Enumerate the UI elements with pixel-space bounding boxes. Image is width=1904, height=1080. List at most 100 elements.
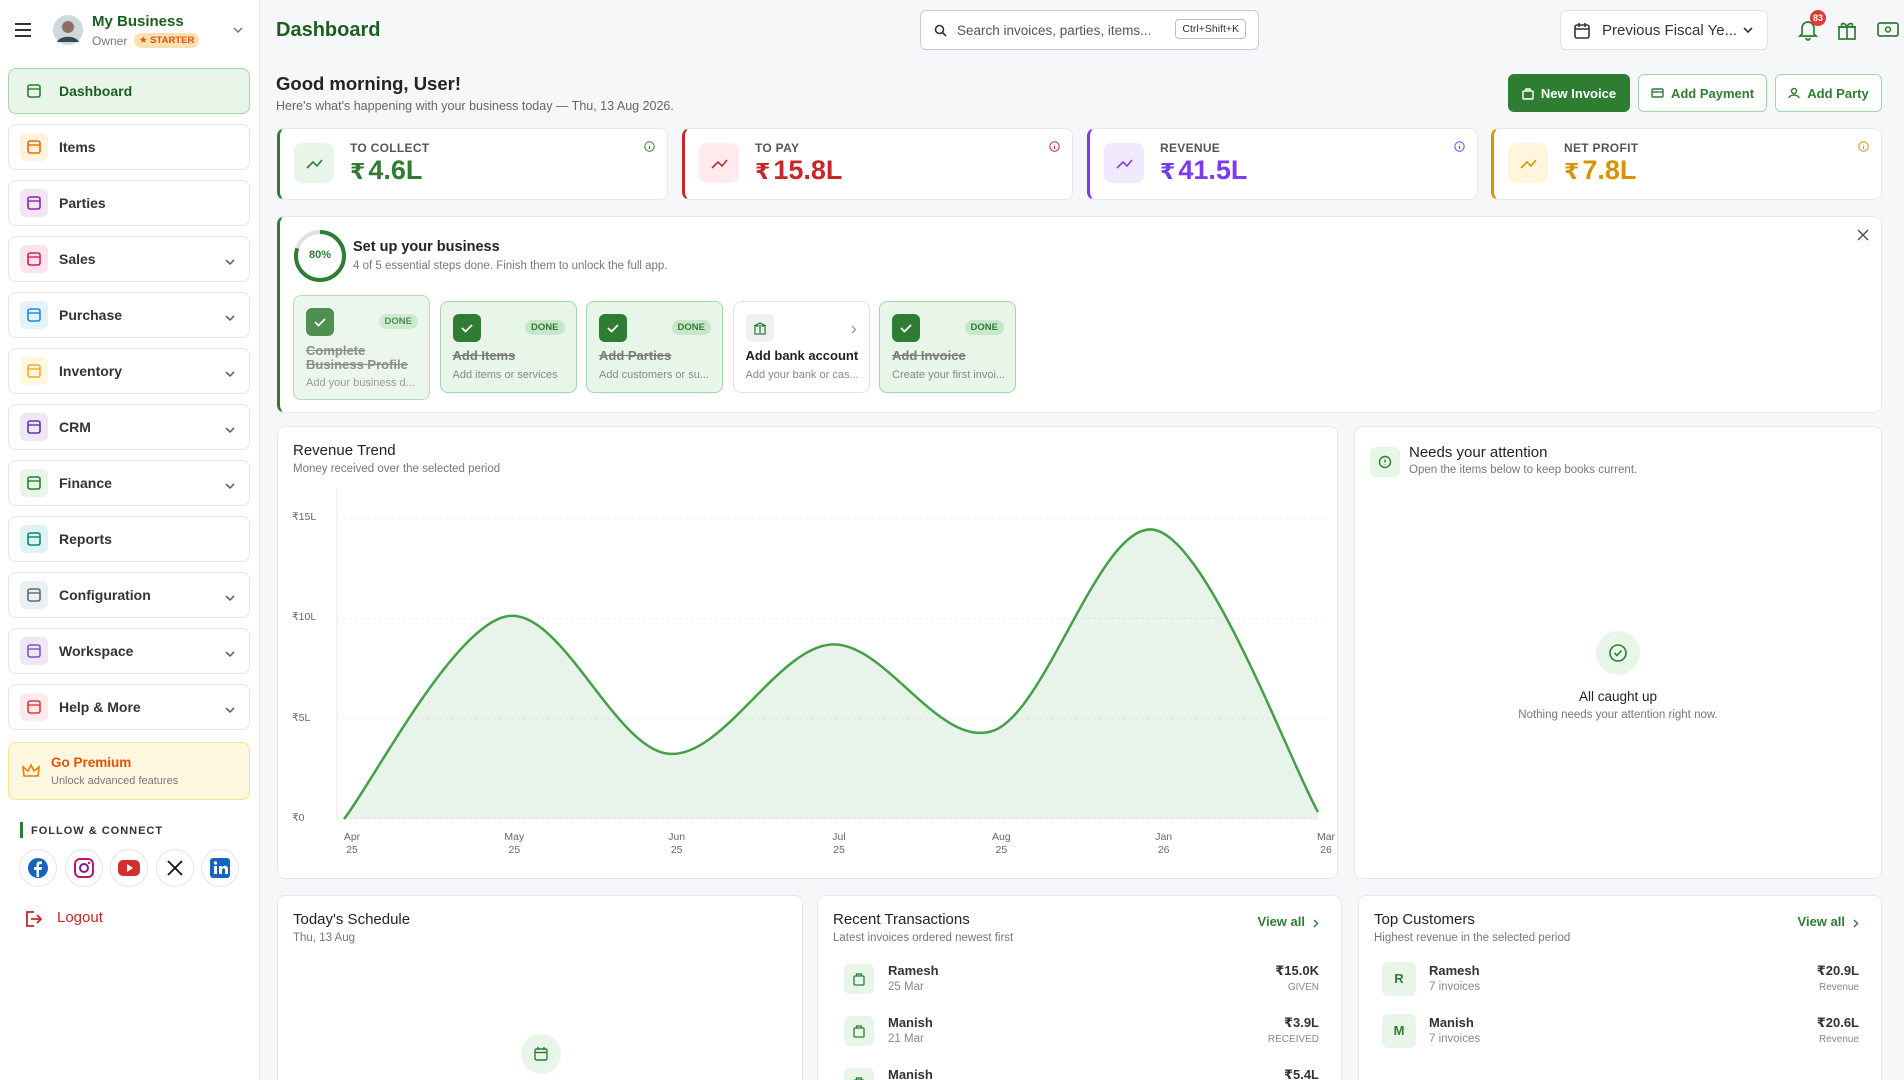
facebook-link[interactable]	[19, 849, 57, 887]
svg	[27, 252, 41, 266]
path	[314, 318, 326, 327]
x-tick-label: Aug 25	[991, 831, 1011, 856]
step-description: Add your business d...	[306, 377, 415, 389]
circle	[1596, 631, 1640, 675]
expand-chevron	[225, 477, 235, 495]
nav-item[interactable]: Dashboard	[8, 68, 250, 114]
kpi-icon	[699, 143, 739, 183]
nav-item[interactable]: Configuration	[8, 572, 250, 618]
nav-label: Finance	[59, 475, 112, 491]
plan-badge: ★ STARTER	[134, 33, 200, 48]
path	[711, 159, 728, 169]
setup-step[interactable]: DONE Add Parties Add customers or su...	[586, 301, 723, 393]
svg	[27, 476, 41, 490]
expand-chevron	[225, 365, 235, 383]
x-link[interactable]	[156, 849, 194, 887]
business-switch[interactable]	[233, 27, 243, 34]
search-box[interactable]: Search invoices, parties, items... Ctrl+…	[920, 10, 1259, 50]
svg	[27, 420, 41, 434]
svg	[225, 595, 235, 602]
icon	[1596, 631, 1640, 675]
kpi-label: REVENUE	[1160, 141, 1221, 155]
customers-subtitle: Highest revenue in the selected period	[1374, 932, 1571, 944]
nav-item[interactable]: Purchase	[8, 292, 250, 338]
revenue-chart	[336, 488, 1325, 820]
premium-card[interactable]: Go Premium Unlock advanced features	[8, 742, 250, 800]
nav-item[interactable]: CRM	[8, 404, 250, 450]
nav-item[interactable]: Parties	[8, 180, 250, 226]
path	[1853, 919, 1859, 928]
button-label: Add Payment	[1670, 85, 1755, 101]
kpi-icon	[294, 143, 334, 183]
avatar[interactable]	[53, 15, 83, 45]
path	[460, 324, 473, 333]
step-description: Create your first invoi...	[892, 369, 1006, 381]
logout[interactable]: Logout	[57, 909, 103, 926]
search-placeholder: Search invoices, parties, items...	[957, 23, 1152, 38]
nav-item[interactable]: Sales	[8, 236, 250, 282]
setup-step[interactable]: Add bank account Add your bank or cas...	[732, 301, 870, 393]
gift-button[interactable]	[1837, 20, 1857, 40]
icon	[1743, 27, 1753, 34]
nav-item[interactable]: Workspace	[8, 628, 250, 674]
path	[34, 861, 42, 877]
expand-chevron	[225, 589, 235, 607]
expand-chevron	[225, 645, 235, 663]
new-invoice-button[interactable]: New Invoice	[1508, 74, 1630, 112]
linkedin-link[interactable]	[201, 849, 239, 887]
trend-line	[343, 528, 1320, 820]
logout-icon[interactable]	[24, 910, 42, 928]
view-all-link[interactable]: View all	[1257, 914, 1305, 929]
step-description: Add items or services	[452, 369, 558, 381]
period-select[interactable]: Previous Fiscal Ye...	[1560, 10, 1768, 50]
nav-item[interactable]: Finance	[8, 460, 250, 506]
rect	[853, 975, 865, 986]
path	[225, 707, 235, 714]
revenue-card: Revenue Trend Money received over the se…	[277, 426, 1338, 879]
nav-label: Reports	[59, 531, 112, 547]
nav-item[interactable]: Help & More	[8, 684, 250, 730]
setup-close[interactable]	[1857, 229, 1869, 241]
transactions-subtitle: Latest invoices ordered newest first	[833, 932, 1014, 944]
kpi-card: TO COLLECT ₹4.6L	[277, 128, 668, 200]
svg	[28, 858, 48, 878]
view-all-link[interactable]: View all	[1797, 914, 1845, 929]
nav-item[interactable]: Inventory	[8, 348, 250, 394]
add-payment-button[interactable]: Add Payment	[1638, 74, 1767, 112]
empty-subtitle: Nothing needs your attention right now.	[1518, 709, 1718, 721]
attention-title: Needs your attention	[1409, 444, 1548, 461]
nav-label: Inventory	[59, 363, 123, 379]
svg	[853, 1077, 865, 1080]
step-title: Add Invoice	[892, 348, 966, 363]
instagram-link[interactable]	[65, 849, 103, 887]
path	[851, 325, 856, 334]
youtube-link[interactable]	[110, 849, 148, 887]
circle	[87, 861, 91, 865]
svg	[314, 318, 326, 327]
nav-item[interactable]: Reports	[8, 516, 250, 562]
customer-name: Ramesh	[1429, 963, 1480, 978]
svg	[1651, 88, 1664, 98]
customer-name: Manish	[1429, 1015, 1474, 1030]
svg	[27, 364, 41, 378]
rect	[853, 1027, 865, 1038]
billing-button[interactable]	[1877, 21, 1899, 38]
currency-symbol: ₹	[755, 159, 771, 184]
menu-button[interactable]	[14, 22, 32, 38]
greeting-title: Good morning, User!	[276, 73, 461, 94]
step-description: Add your bank or cas...	[745, 369, 859, 381]
svg	[851, 325, 856, 334]
nav-item[interactable]: Items	[8, 124, 250, 170]
setup-step[interactable]: DONE Add Invoice Create your first invoi..…	[879, 301, 1016, 393]
svg	[27, 588, 41, 602]
circle	[213, 861, 218, 865]
setup-step[interactable]: DONE Add Items Add items or services	[439, 301, 577, 393]
row-icon	[844, 964, 874, 994]
svg	[225, 651, 235, 658]
icon	[1574, 23, 1590, 39]
nav-icon	[20, 301, 48, 329]
add-party-button[interactable]: Add Party	[1775, 74, 1882, 112]
circle	[1049, 141, 1060, 152]
svg	[853, 1025, 865, 1038]
setup-step[interactable]: DONE Complete Business Profile Add your bu…	[293, 295, 430, 400]
